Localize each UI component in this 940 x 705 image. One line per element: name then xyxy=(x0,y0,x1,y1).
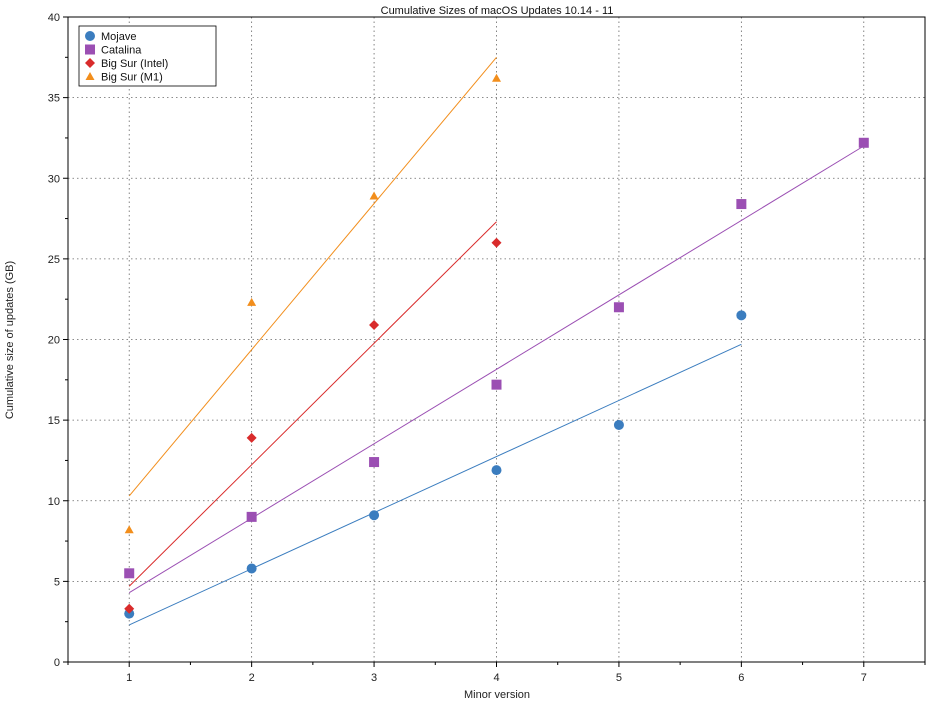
legend-label-catalina: Catalina xyxy=(101,45,142,57)
big-sur-m1-point xyxy=(125,525,134,533)
catalina-point xyxy=(614,302,624,312)
catalina-point xyxy=(247,512,257,522)
y-tick-label: 0 xyxy=(54,657,60,669)
big-sur-m1-point xyxy=(492,74,501,82)
big-sur-m1-point xyxy=(370,191,379,199)
y-axis-label: Cumulative size of updates (GB) xyxy=(4,261,16,419)
grid-layer xyxy=(68,17,925,662)
big-sur-intel-point xyxy=(369,320,379,330)
x-tick-label: 1 xyxy=(126,672,132,684)
catalina-point xyxy=(859,138,869,148)
legend-label-big-sur-m1: Big Sur (M1) xyxy=(101,72,163,84)
catalina-point xyxy=(492,380,502,390)
x-tick-label: 7 xyxy=(861,672,867,684)
x-tick-label: 6 xyxy=(738,672,744,684)
x-tick-label: 5 xyxy=(616,672,622,684)
mojave-point xyxy=(247,563,257,573)
big-sur-intel-point xyxy=(492,238,502,248)
legend-marker-mojave xyxy=(85,31,95,41)
x-tick-label: 3 xyxy=(371,672,377,684)
x-tick-label: 4 xyxy=(493,672,499,684)
chart-title: Cumulative Sizes of macOS Updates 10.14 … xyxy=(381,5,614,17)
big-sur-intel-point xyxy=(247,433,257,443)
scatter-chart: Cumulative Sizes of macOS Updates 10.14 … xyxy=(0,0,940,705)
mojave-point xyxy=(369,510,379,520)
legend-marker-catalina xyxy=(85,45,95,55)
y-tick-label: 10 xyxy=(48,496,60,508)
tick-layer: 1 2 3 4 5 6 7 0 5 10 15 20 25 30 35 40 xyxy=(48,12,925,684)
y-tick-label: 25 xyxy=(48,254,60,266)
legend-label-mojave: Mojave xyxy=(101,31,136,43)
y-tick-label: 15 xyxy=(48,415,60,427)
y-tick-label: 40 xyxy=(48,12,60,24)
chart-root: Cumulative Sizes of macOS Updates 10.14 … xyxy=(0,0,940,705)
catalina-point xyxy=(369,457,379,467)
big-sur-m1-point xyxy=(247,298,256,306)
mojave-point xyxy=(492,465,502,475)
mojave-point xyxy=(736,310,746,320)
x-tick-label: 2 xyxy=(249,672,255,684)
mojave-point xyxy=(614,420,624,430)
y-tick-label: 30 xyxy=(48,173,60,185)
catalina-point xyxy=(124,568,134,578)
catalina-point xyxy=(736,199,746,209)
legend-label-big-sur-intel: Big Sur (Intel) xyxy=(101,58,168,70)
x-axis-label: Minor version xyxy=(464,689,530,701)
y-tick-label: 20 xyxy=(48,335,60,347)
y-tick-label: 35 xyxy=(48,93,60,105)
y-tick-label: 5 xyxy=(54,576,60,588)
